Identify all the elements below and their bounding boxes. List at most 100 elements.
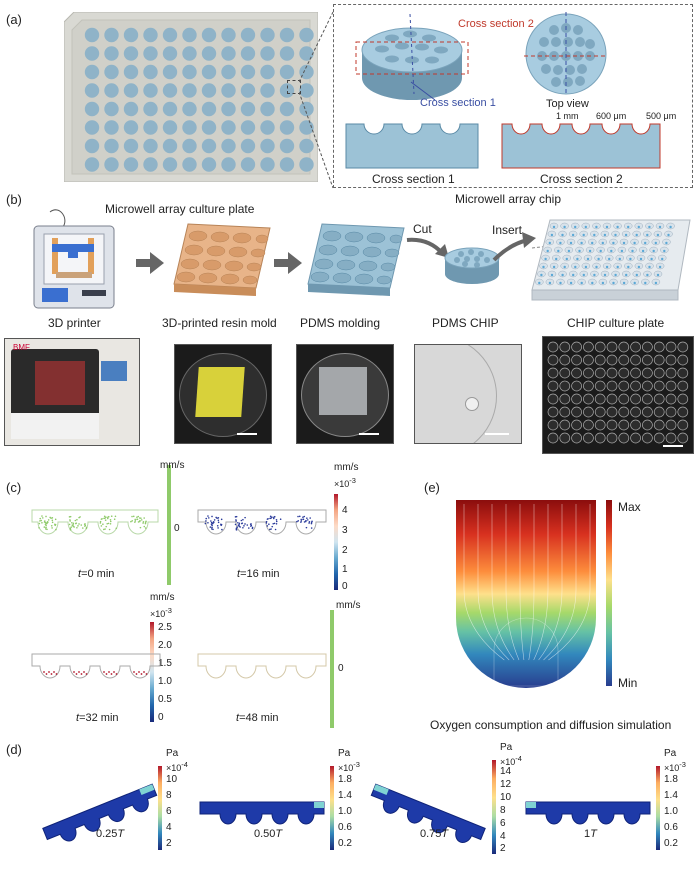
particle-dot bbox=[72, 525, 74, 528]
culture-chip bbox=[593, 273, 596, 277]
photo-well bbox=[547, 354, 559, 366]
photo-well bbox=[583, 393, 594, 405]
photo-well bbox=[559, 406, 571, 418]
particle-dot bbox=[139, 519, 141, 522]
particle-dot bbox=[140, 673, 143, 675]
plate-well bbox=[143, 120, 158, 135]
particle-dot bbox=[39, 520, 41, 522]
particle-dot bbox=[217, 517, 220, 519]
chip-top-view bbox=[524, 12, 608, 96]
culture-chip bbox=[540, 273, 543, 277]
culture-chip bbox=[563, 265, 566, 269]
plate-well bbox=[299, 83, 314, 98]
arrow-right-icon bbox=[274, 252, 302, 274]
plate-well bbox=[260, 120, 275, 135]
particle-dot bbox=[275, 520, 278, 523]
culture-chip bbox=[631, 249, 634, 253]
plate-well bbox=[240, 120, 256, 135]
particle-dot bbox=[109, 522, 112, 525]
culture-chip bbox=[582, 233, 585, 237]
caption-chip-culture-plate: CHIP culture plate bbox=[567, 316, 665, 330]
photo-well bbox=[665, 393, 677, 405]
particle-dot bbox=[55, 528, 57, 531]
culture-chip bbox=[603, 233, 607, 237]
plate-well bbox=[84, 138, 100, 154]
tick-1T-1-8: 1.8 bbox=[664, 774, 678, 785]
particle-dot bbox=[107, 522, 110, 525]
photo-well bbox=[677, 367, 689, 379]
photo-well bbox=[630, 367, 641, 379]
particle-dot bbox=[215, 516, 217, 519]
velocity-profile-t48 bbox=[197, 653, 327, 679]
photo-well bbox=[677, 354, 689, 366]
culture-chip bbox=[614, 273, 617, 277]
photo-well bbox=[653, 367, 665, 379]
streamline bbox=[519, 504, 525, 661]
plate-well bbox=[123, 120, 139, 135]
culture-chip bbox=[574, 225, 577, 229]
dim-500um: 500 μm bbox=[646, 111, 677, 121]
culture-chip bbox=[593, 233, 596, 237]
particle-dot bbox=[236, 526, 239, 528]
particle-dot bbox=[132, 515, 135, 518]
particle-dot bbox=[303, 515, 306, 518]
photo-well bbox=[606, 354, 618, 366]
culture-chip bbox=[597, 257, 600, 261]
particle-dot bbox=[275, 522, 278, 525]
photo-well bbox=[594, 380, 606, 392]
particle-dot bbox=[205, 517, 208, 520]
culture-chip bbox=[654, 241, 657, 245]
culture-chip bbox=[591, 281, 594, 285]
time-t16: t=16 min bbox=[237, 568, 280, 580]
plate-well bbox=[299, 120, 314, 135]
photo-well bbox=[583, 419, 594, 431]
plate-well bbox=[201, 46, 217, 61]
tick-t32-0-5: 0.5 bbox=[158, 694, 172, 705]
photo-well bbox=[665, 341, 677, 353]
cross-section-2-label: Cross section 2 bbox=[458, 18, 534, 30]
particle-dot bbox=[242, 526, 244, 529]
plate-well bbox=[162, 138, 178, 154]
plate-well bbox=[104, 120, 119, 135]
culture-chip bbox=[639, 257, 643, 261]
particle-dot bbox=[103, 528, 105, 531]
culture-chip bbox=[652, 249, 655, 253]
cross-section-1-profile bbox=[345, 123, 479, 169]
chip-caption: Microwell array chip bbox=[455, 192, 562, 206]
photo-well bbox=[606, 406, 618, 418]
particle-dot bbox=[113, 518, 116, 521]
plate-well bbox=[279, 101, 295, 117]
culture-chip bbox=[669, 225, 672, 229]
particle-dot bbox=[234, 523, 237, 526]
culture-chip bbox=[610, 249, 613, 253]
particle-dot bbox=[38, 522, 41, 525]
particle-dot bbox=[103, 671, 105, 673]
photo-well bbox=[653, 380, 665, 392]
particle-dot bbox=[310, 527, 313, 529]
particle-dot bbox=[212, 521, 215, 524]
particle-dot bbox=[108, 671, 110, 673]
plate-well bbox=[299, 27, 314, 43]
plate-well bbox=[123, 138, 139, 154]
culture-chip bbox=[656, 233, 660, 237]
tick-050T-0-2: 0.2 bbox=[338, 838, 352, 849]
photo-well bbox=[653, 432, 665, 444]
photo-well bbox=[547, 367, 559, 379]
caption-pdms-chip: PDMS CHIP bbox=[432, 316, 499, 330]
particle-dot bbox=[143, 525, 146, 528]
plate-well bbox=[201, 120, 217, 135]
culture-chip bbox=[591, 241, 594, 245]
particle-dot bbox=[221, 528, 223, 531]
insert-arrow bbox=[492, 232, 536, 262]
particle-dot bbox=[273, 522, 276, 525]
streamline bbox=[463, 504, 505, 661]
culture-chip bbox=[561, 233, 564, 237]
particle-dot bbox=[273, 516, 275, 519]
plate-well bbox=[260, 64, 275, 80]
photo-well bbox=[547, 419, 559, 431]
particle-dot bbox=[265, 520, 268, 523]
culture-chip bbox=[625, 273, 628, 277]
plate-well bbox=[201, 157, 217, 172]
tick-025T-4: 4 bbox=[166, 822, 172, 833]
tick-t16-3: 3 bbox=[342, 525, 348, 536]
